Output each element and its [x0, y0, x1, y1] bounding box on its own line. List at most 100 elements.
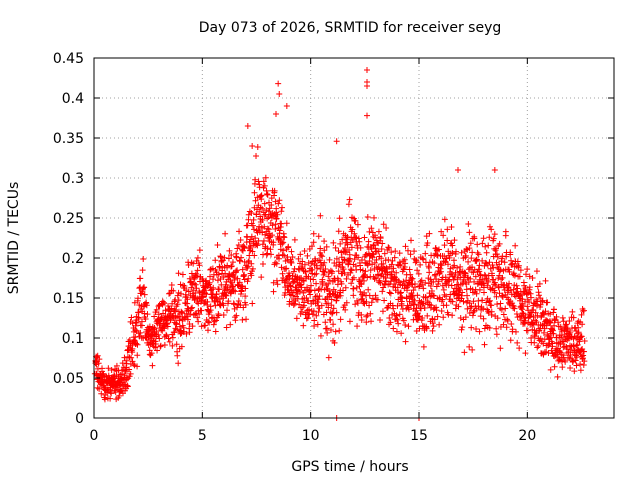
data-point: [163, 331, 170, 338]
data-point: [171, 329, 178, 336]
data-point: [283, 220, 290, 227]
data-point: [259, 205, 266, 212]
data-point: [477, 313, 484, 320]
data-point: [386, 289, 393, 296]
data-point: [299, 258, 306, 265]
data-point: [551, 322, 558, 329]
data-point: [520, 310, 527, 317]
data-point: [325, 280, 332, 287]
data-point: [189, 323, 196, 330]
data-point: [358, 257, 365, 264]
data-point: [234, 267, 241, 274]
data-point: [400, 278, 407, 285]
data-point: [252, 197, 259, 204]
data-point: [333, 262, 340, 269]
data-point: [346, 196, 353, 203]
data-point: [547, 319, 554, 326]
data-point: [526, 284, 533, 291]
data-point: [528, 294, 535, 301]
data-point: [148, 350, 155, 357]
data-point: [225, 255, 232, 262]
data-point: [139, 285, 146, 292]
data-point: [233, 268, 240, 275]
data-point: [410, 287, 417, 294]
data-point: [165, 335, 172, 342]
data-point: [362, 268, 369, 275]
data-point: [441, 242, 448, 249]
data-point: [258, 192, 265, 199]
data-point: [544, 331, 551, 338]
data-point: [480, 235, 487, 242]
data-point: [534, 344, 541, 351]
data-point: [408, 281, 415, 288]
y-tick-label: 0.15: [53, 291, 84, 307]
data-point: [220, 302, 227, 309]
data-point: [489, 262, 496, 269]
data-point: [333, 255, 340, 262]
data-point: [438, 262, 445, 269]
data-point: [377, 280, 384, 287]
data-point: [177, 290, 184, 297]
data-point: [288, 292, 295, 299]
data-point: [259, 261, 266, 268]
data-point: [515, 262, 522, 269]
data-point: [233, 250, 240, 257]
data-point: [98, 390, 105, 397]
data-point: [567, 329, 574, 336]
data-point: [237, 291, 244, 298]
data-point: [490, 276, 497, 283]
data-point: [440, 286, 447, 293]
data-point: [486, 223, 493, 230]
data-point: [313, 280, 320, 287]
data-point: [269, 222, 276, 229]
data-point: [128, 354, 135, 361]
data-point: [222, 230, 229, 237]
data-point: [512, 242, 519, 249]
data-point: [457, 274, 464, 281]
data-point: [130, 361, 137, 368]
data-point: [238, 283, 245, 290]
data-point: [393, 328, 400, 335]
grid-layer: [94, 58, 614, 418]
data-point: [533, 268, 540, 275]
data-point: [262, 174, 269, 181]
data-point: [524, 266, 531, 273]
data-point: [253, 211, 260, 218]
data-point: [348, 267, 355, 274]
data-point: [491, 167, 498, 173]
data-point: [302, 268, 309, 275]
data-point: [577, 334, 584, 341]
data-point: [462, 314, 469, 321]
data-point: [400, 317, 407, 324]
data-point: [321, 259, 328, 266]
chart-title: Day 073 of 2026, SRMTID for receiver sey…: [199, 20, 502, 36]
data-point: [416, 325, 423, 332]
data-point: [332, 244, 339, 251]
data-point: [265, 226, 272, 233]
data-point: [506, 280, 513, 287]
data-point: [336, 215, 343, 222]
data-point: [522, 284, 529, 291]
data-point: [224, 262, 231, 269]
data-point: [485, 242, 492, 249]
data-point: [279, 240, 286, 247]
y-tick-label: 0.45: [53, 51, 84, 67]
data-point: [396, 259, 403, 266]
data-point: [337, 240, 344, 247]
data-point: [298, 308, 305, 315]
data-point: [496, 272, 503, 279]
data-point: [328, 302, 335, 309]
data-point: [342, 306, 349, 313]
data-point: [264, 245, 271, 252]
data-point: [449, 312, 456, 319]
data-point: [127, 370, 134, 377]
data-point: [287, 283, 294, 290]
data-point: [497, 345, 504, 352]
data-point: [331, 339, 338, 346]
x-tick-label: 0: [90, 428, 99, 444]
data-point: [416, 313, 423, 320]
data-point: [361, 277, 368, 284]
data-point: [196, 311, 203, 318]
data-point: [315, 309, 322, 316]
data-point: [469, 346, 476, 353]
